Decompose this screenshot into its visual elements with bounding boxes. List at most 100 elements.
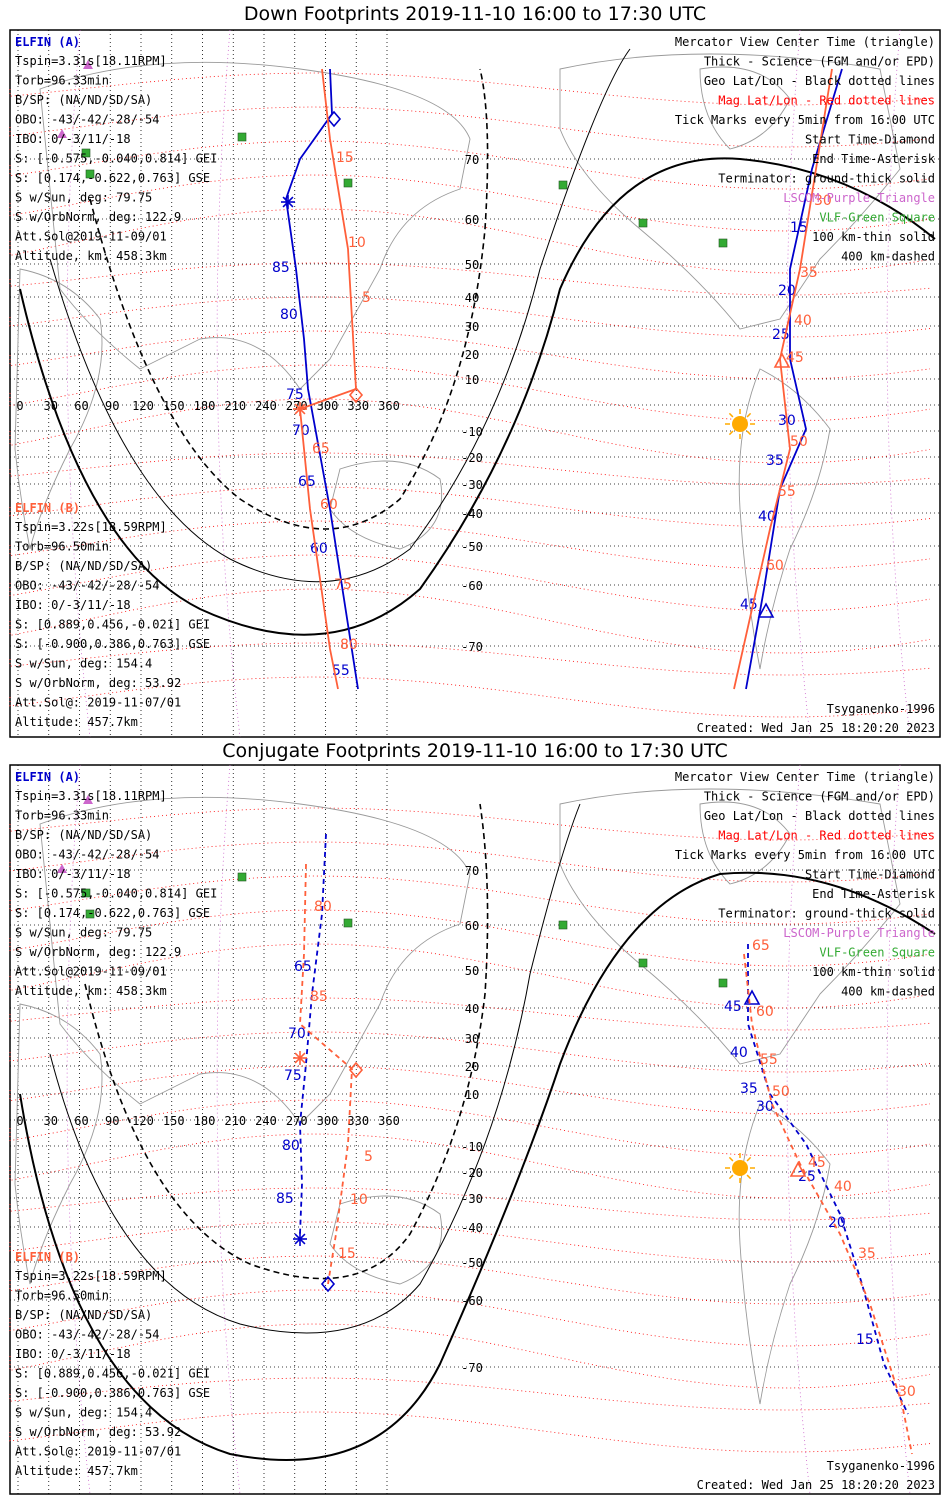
lon-label: 300 [317,399,339,413]
elfin-b-info-line: Altitude: 457.7km [15,715,138,729]
track-tick-label: 15 [856,1332,874,1348]
track-tick-label: 40 [730,1045,748,1061]
lat-label: -50 [461,540,483,554]
elfin-a-info-line: OBO: -43/-42/-28/-54 [15,113,160,127]
elfin-a-track-west [285,68,359,690]
legend-entry: Start Time-Diamond [805,868,935,882]
lat-label: -70 [461,1361,483,1375]
elfin-b-info-line: S: [0.889,0.456,-0.021] GEI [15,1367,210,1381]
track-tick-label: 85 [272,260,290,276]
elfin-a-info-line: S: [0.174,-0.622,0.763] GSE [15,906,210,920]
coastline-path [738,1103,831,1405]
elfin-b-info-line: S: [0.889,0.456,-0.021] GEI [15,618,210,632]
legend-entry: Tick Marks every 5min from 16:00 UTC [675,113,935,127]
lscom-triangle [57,129,67,138]
elfin-b-info-line: Tspin=3.22s[18.59RPM] [15,1269,167,1283]
lat-label: 50 [465,258,479,272]
elfin-b-info-line: OBO: -43/-42/-28/-54 [15,1328,160,1342]
lat-label: -70 [461,640,483,654]
end-time-asterisk [281,195,295,209]
elfin-a-info-line: S: [-0.575,-0.040,0.814] GEI [15,152,217,166]
mag-lat-curve [9,676,931,718]
vlf-square [81,148,91,158]
vlf-square [237,872,247,882]
coastline-path [699,801,791,885]
legend-entry: End Time-Asterisk [812,152,936,166]
lon-label: 60 [74,399,88,413]
coastline-path [39,796,471,1125]
vlf-square [558,180,568,190]
mag-lon-curve [786,29,811,738]
model-label: Tsyganenko-1996 [827,1459,935,1473]
track-tick-label: 35 [800,265,818,281]
track-tick-label: 40 [794,313,812,329]
mag-lat-curve [9,997,931,1031]
mag-lon-curve [66,29,91,738]
lon-label: 180 [194,399,216,413]
elfin-b-track-west [299,863,353,1285]
center-time-triangle [743,989,761,1005]
mag-lat-curve [9,1221,931,1263]
altitude-100km [49,48,631,583]
track-tick-label: 55 [778,484,796,500]
end-time-asterisk [293,402,307,416]
lat-label: -20 [461,1166,483,1180]
coastline-path [559,788,901,1065]
track-tick-label: 85 [276,1191,294,1207]
coastline-path [699,66,791,150]
elfin-a-info-line: S w/OrbNorm, deg: 122.9 [15,945,181,959]
elfin-b-track-west [299,68,357,690]
lat-label: -10 [461,425,483,439]
track-tick-label: 45 [808,1155,826,1171]
lat-label: 20 [465,348,479,362]
map-frame [9,764,941,1495]
legend-entry: LSCOM-Purple Triangle [783,926,935,940]
panel-title-down: Down Footprints 2019-11-10 16:00 to 17:3… [243,3,707,25]
elfin-a-track-east [745,68,843,690]
elfin-a-info-line: Torb=96.33min [15,74,109,88]
lon-label: 210 [224,1114,246,1128]
track-tick-label: 30 [814,193,832,209]
elfin-b-info-line: S w/OrbNorm, deg: 53.92 [15,676,181,690]
elfin-b-info-line: B/SP: (NA/ND/SD/SA) [15,559,152,573]
mag-lat-curve [9,807,931,841]
mag-lat-curve [9,1031,931,1073]
legend-entry: 100 km-thin solid [812,230,935,244]
elfin-b-info-line: OBO: -43/-42/-28/-54 [15,579,160,593]
track-tick-label: 15 [338,1246,356,1262]
lat-label: -60 [461,579,483,593]
legend-entry: Terminator: ground-thick solid [718,907,935,921]
map-frame [9,29,941,738]
terminator-ground [19,157,936,636]
elfin-a-info-line: S w/Sun, deg: 79.75 [15,191,152,205]
track-tick-label: 45 [724,999,742,1015]
model-label: Tsyganenko-1996 [827,702,935,716]
created-timestamp: Created: Wed Jan 25 18:20:20 2023 [697,721,935,735]
elfin-a-info-line: S: [0.174,-0.622,0.763] GSE [15,171,210,185]
coastline-path [329,460,443,550]
track-tick-label: 60 [766,558,784,574]
legend-entry: Thick - Science (FGM and/or EPD) [704,55,935,69]
elfin-b-info-line: Torb=96.50min [15,1289,109,1303]
lon-label: 120 [132,399,154,413]
mag-lon-grid [66,29,911,738]
lon-label: 180 [194,1114,216,1128]
created-timestamp: Created: Wed Jan 25 18:20:20 2023 [697,1478,935,1492]
lat-label: -10 [461,1140,483,1154]
legend-entry: Geo Lat/Lon - Black dotted lines [704,809,935,823]
sun-icon [725,1153,755,1183]
vlf-square [638,218,648,228]
elfin-a-info-line: Torb=96.33min [15,809,109,823]
elfin-a-track-east [747,944,909,1415]
lat-label: -20 [461,451,483,465]
elfin-b-header: ELFIN (B) [15,1250,80,1264]
lat-label: 50 [465,964,479,978]
track-tick-label: 10 [350,1192,368,1208]
legend-entry: Geo Lat/Lon - Black dotted lines [704,74,935,88]
track-tick-label: 65 [752,938,770,954]
lat-label: 30 [465,320,479,334]
elfin-b-info-line: Att.Sol@: 2019-11-07/01 [15,696,181,710]
terminator-curves [19,48,936,636]
lon-label: 270 [286,1114,308,1128]
track-tick-label: 80 [280,307,298,323]
